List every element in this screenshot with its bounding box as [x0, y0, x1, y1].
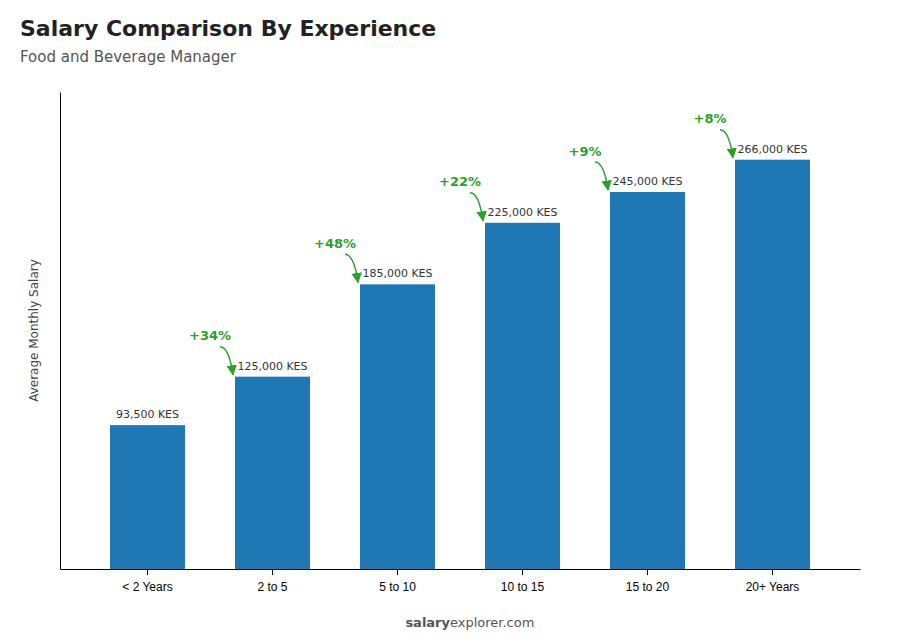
pct-arrow	[595, 162, 608, 190]
y-axis	[60, 93, 61, 570]
pct-arrow	[220, 347, 233, 375]
pct-change: +34%	[189, 328, 231, 343]
y-axis-line	[60, 93, 61, 570]
data-label: 185,000 KES	[362, 267, 432, 280]
pct-arrow	[470, 193, 483, 221]
y-axis-title: Average Monthly Salary	[27, 259, 41, 402]
bar	[360, 284, 435, 569]
pct-change: +9%	[569, 144, 602, 159]
x-tick-label: 2 to 5	[257, 580, 287, 594]
x-tick-mark	[397, 569, 398, 575]
data-label: 266,000 KES	[737, 143, 807, 156]
x-axis-line	[61, 569, 861, 570]
data-labels: 93,500 KES 125,000 KES 185,000 KES 225,000 …	[116, 143, 808, 421]
pct-change: +22%	[439, 174, 481, 189]
annotations: +34% +48% +22% +9% +8%	[189, 111, 733, 374]
subtitle: Food and Beverage Manager	[20, 48, 237, 66]
title: Salary Comparison By Experience	[20, 16, 436, 41]
bar	[610, 192, 685, 569]
x-tick-mark	[522, 569, 523, 575]
x-tick-label: 5 to 10	[379, 580, 416, 594]
x-tick: 10 to 15	[501, 569, 545, 594]
x-tick-mark	[647, 569, 648, 575]
x-tick-mark	[147, 569, 148, 575]
bar	[735, 160, 810, 569]
plot: < 2 Years 2 to 5 5 to 10 10 to 15 15 to 20 20…	[27, 93, 861, 595]
pct-arrow	[720, 130, 733, 158]
bar	[110, 425, 185, 569]
pct-arrow	[345, 254, 358, 282]
x-tick-mark	[772, 569, 773, 575]
data-label: 93,500 KES	[116, 408, 179, 421]
x-tick-label: 15 to 20	[626, 580, 670, 594]
x-tick: 20+ Years	[746, 569, 800, 594]
bar	[485, 223, 560, 569]
x-tick-label: < 2 Years	[122, 580, 172, 594]
pct-change: +48%	[314, 236, 356, 251]
pct-change: +8%	[694, 111, 727, 126]
data-label: 125,000 KES	[237, 360, 307, 373]
x-tick: < 2 Years	[122, 569, 172, 594]
footer-normal: explorer.com	[450, 615, 534, 630]
data-label: 225,000 KES	[487, 206, 557, 219]
footer-bold: salary	[405, 615, 450, 630]
data-label: 245,000 KES	[612, 175, 682, 188]
x-tick-label: 20+ Years	[746, 580, 800, 594]
bars	[110, 160, 810, 569]
x-tick-label: 10 to 15	[501, 580, 545, 594]
chart: Salary Comparison By Experience Food and …	[0, 0, 900, 641]
x-tick-mark	[272, 569, 273, 575]
x-tick: 15 to 20	[626, 569, 670, 594]
x-axis: < 2 Years 2 to 5 5 to 10 10 to 15 15 to 20 20…	[61, 569, 861, 594]
x-tick: 5 to 10	[379, 569, 416, 594]
x-tick: 2 to 5	[257, 569, 287, 594]
bar	[235, 377, 310, 569]
